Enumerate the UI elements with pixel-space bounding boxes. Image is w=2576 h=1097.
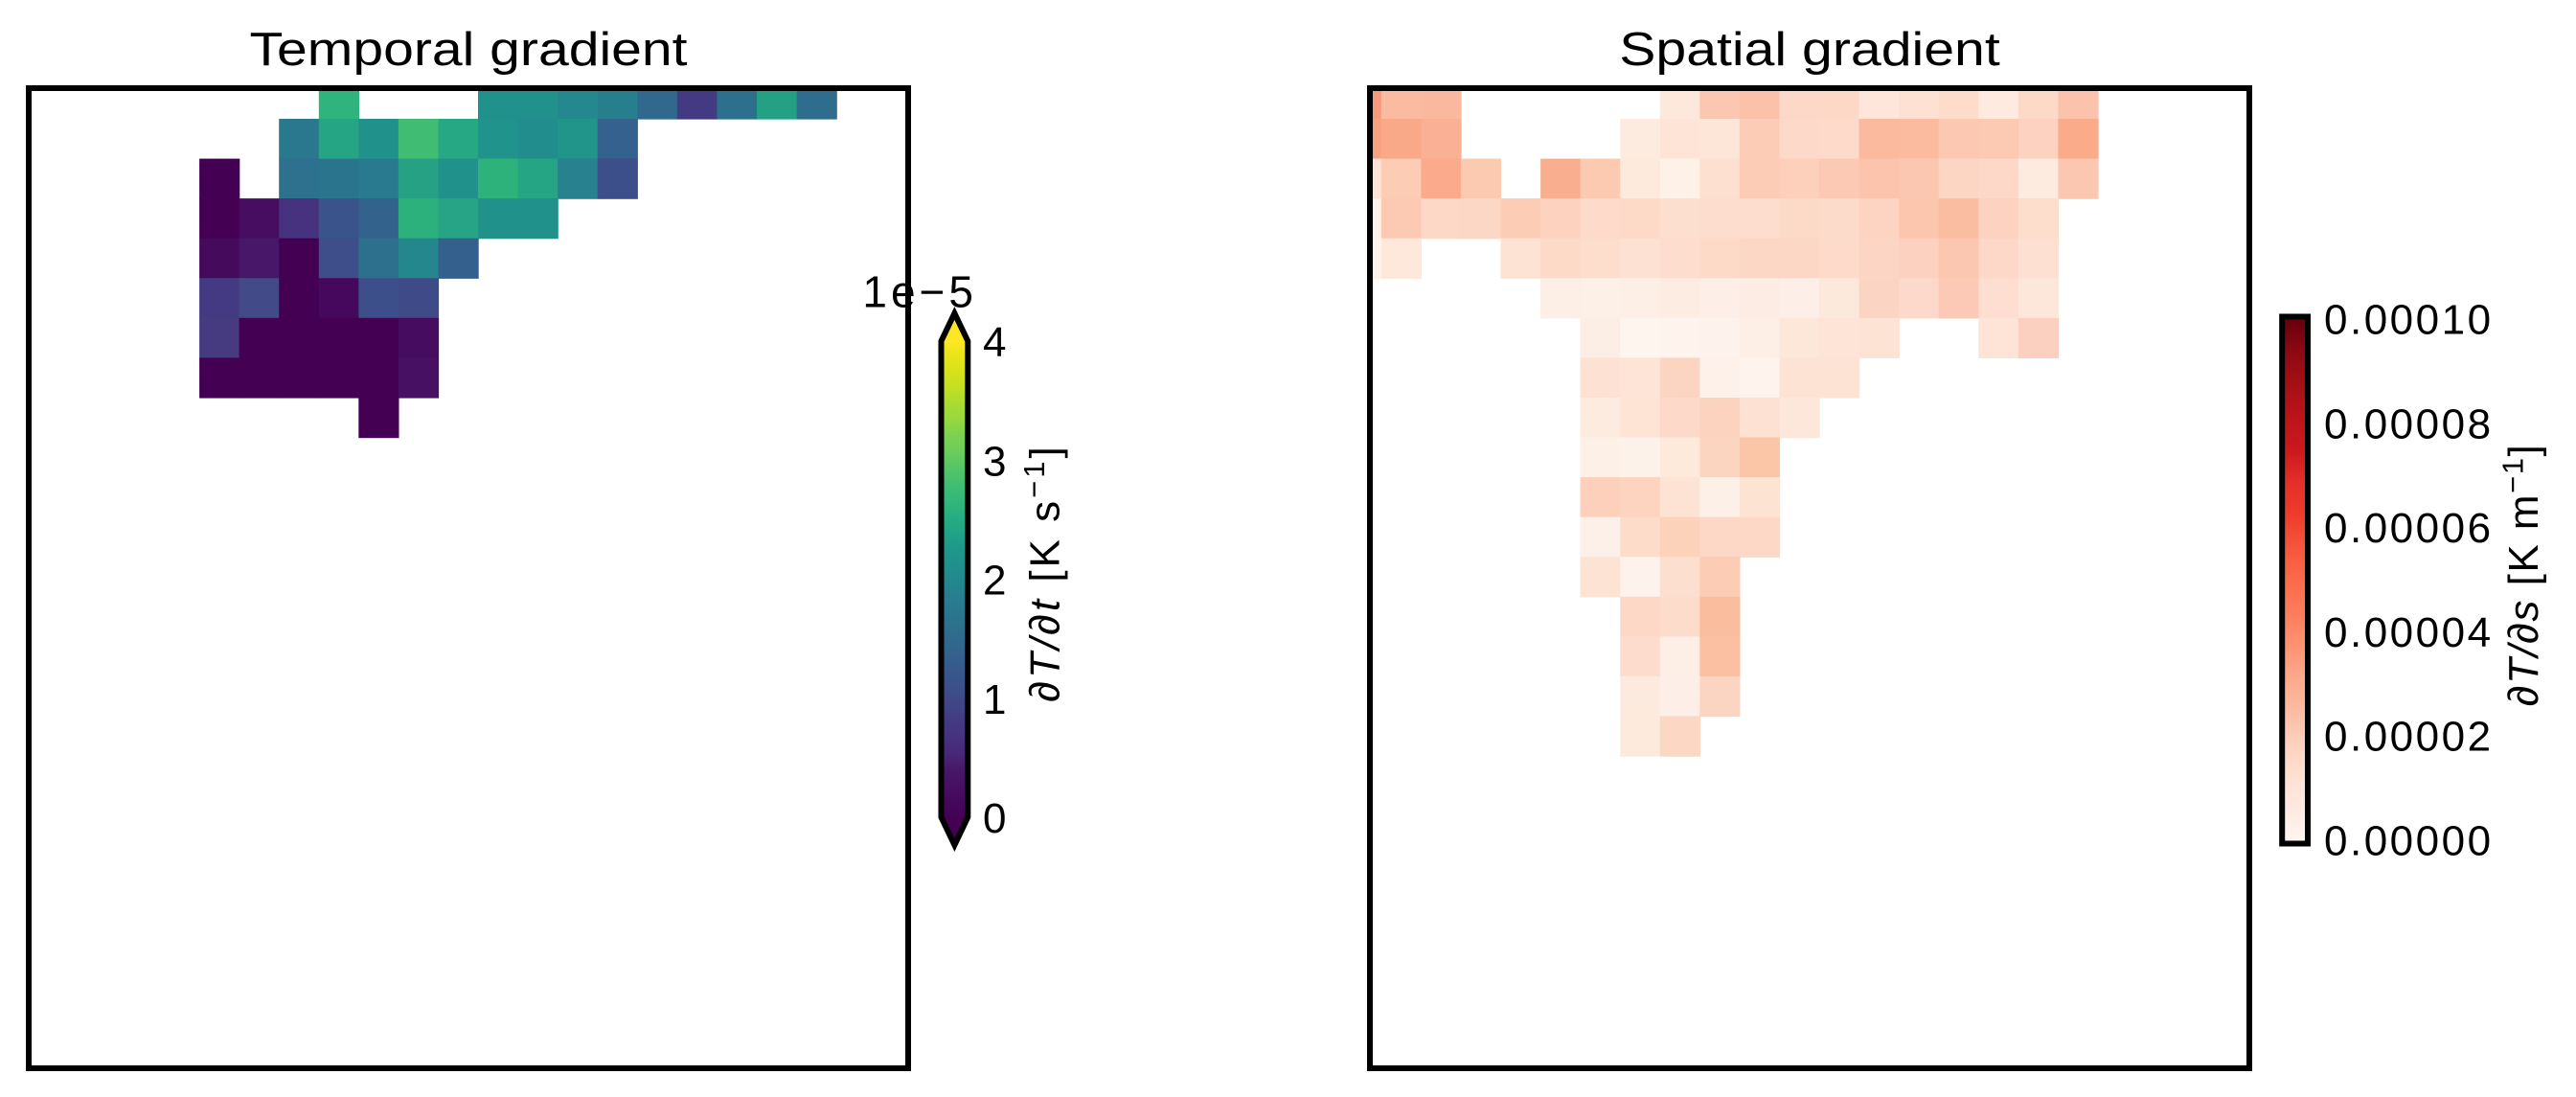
svg-text:0.00000: 0.00000 (2324, 818, 2494, 865)
svg-text:∂T/∂t [K s−1]: ∂T/∂t [K s−1] (1017, 444, 1069, 701)
svg-text:Spatial gradient: Spatial gradient (1619, 23, 2000, 76)
svg-text:0.00006: 0.00006 (2324, 505, 2494, 552)
svg-text:2: 2 (983, 558, 1006, 605)
svg-text:1e−5: 1e−5 (862, 267, 977, 317)
svg-text:0.00008: 0.00008 (2324, 400, 2494, 447)
svg-text:0.00004: 0.00004 (2324, 609, 2494, 656)
svg-text:0: 0 (983, 795, 1006, 842)
svg-text:3: 3 (983, 438, 1006, 485)
svg-text:Temporal gradient: Temporal gradient (250, 23, 688, 76)
svg-text:0.00010: 0.00010 (2324, 297, 2494, 344)
svg-text:4: 4 (983, 319, 1006, 366)
svg-text:∂T/∂s [K m−1]: ∂T/∂s [K m−1] (2496, 444, 2548, 706)
svg-text:0.00002: 0.00002 (2324, 714, 2494, 761)
svg-text:1: 1 (983, 676, 1006, 723)
